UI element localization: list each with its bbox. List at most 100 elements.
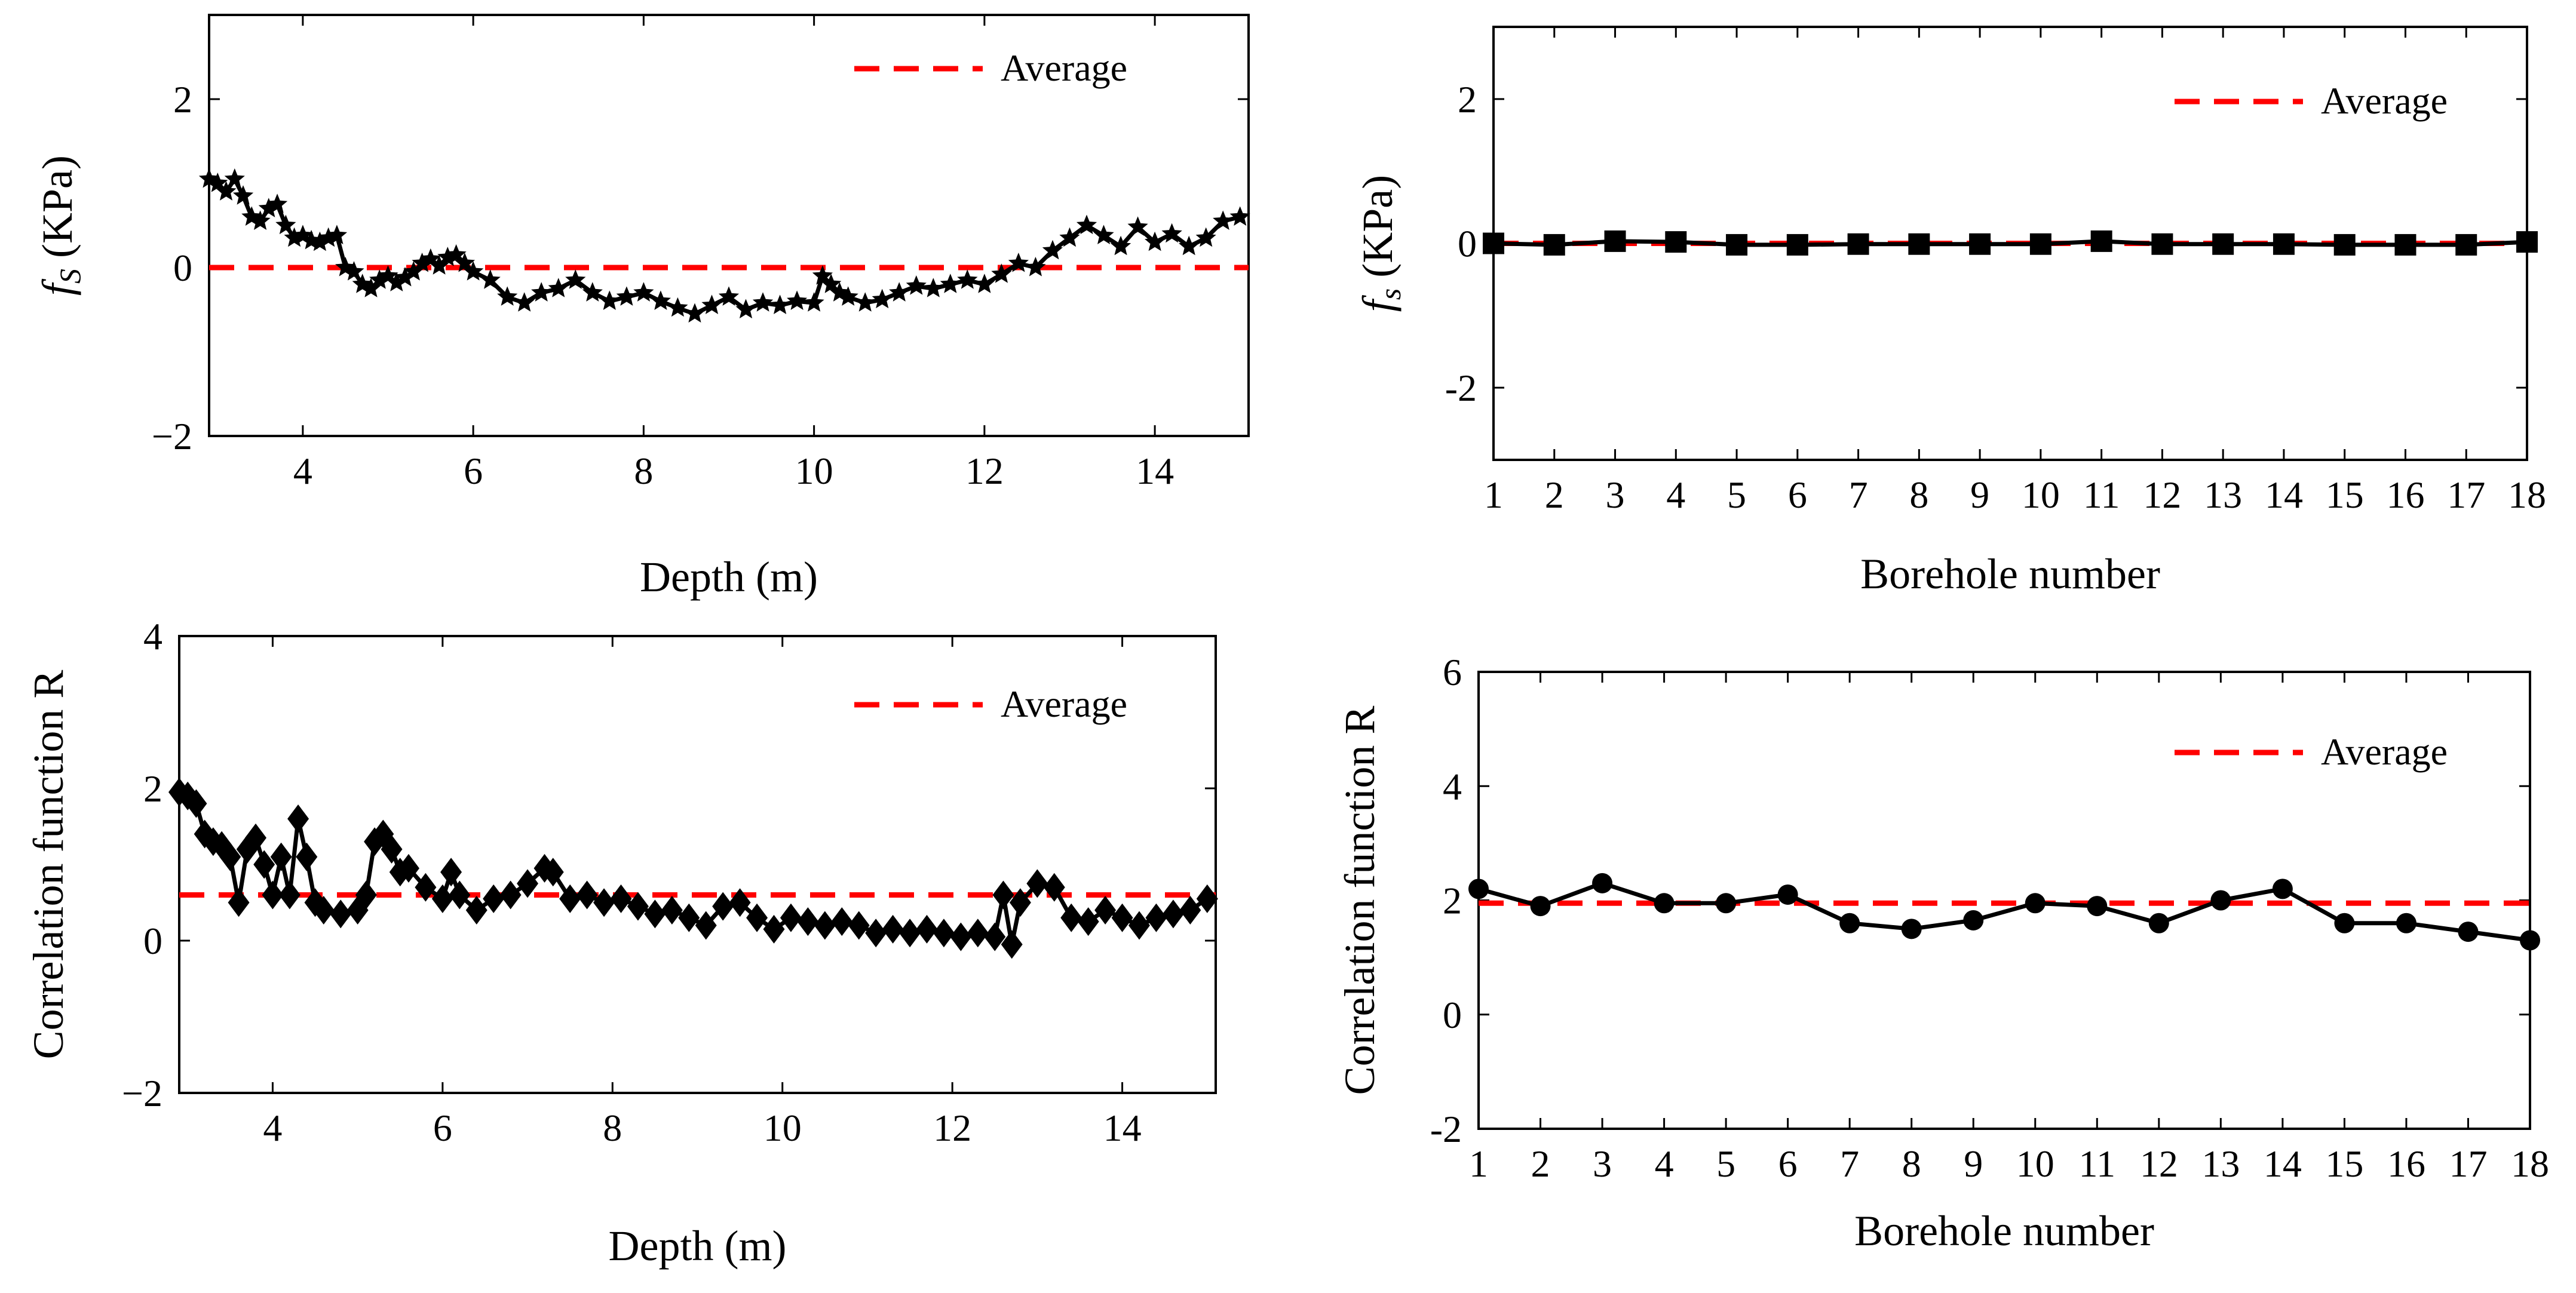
data-point [1009,888,1031,917]
x-tick-label: 1 [1484,474,1503,516]
x-tick-label: 18 [2508,474,2546,516]
panel-top-right: 1 2 3 4 5 6 7 8 9 10 11 12 13 14 15 16 17 18-202 AverageBo… [1354,26,2546,598]
x-tick-label: 11 [2083,474,2120,516]
data-point [1042,239,1063,260]
data-point [369,269,390,289]
data-point [1963,910,1984,930]
legend-label: Average [1001,683,1127,725]
data-point [253,850,275,879]
data-point [1026,869,1048,898]
data-point [185,789,207,818]
data-point [565,269,586,289]
data-point [250,210,271,230]
x-tick-label: 7 [1840,1142,1859,1185]
data-point [582,282,603,302]
x-tick-label: 8 [634,450,653,492]
data-point [397,853,419,883]
data-point [2334,913,2355,933]
data-point [831,907,853,936]
data-point [1196,884,1218,913]
data-point [967,919,989,948]
data-point [1076,214,1097,235]
data-point [701,294,722,314]
x-axis-label: Borehole number [1854,1207,2154,1255]
data-point [746,903,768,932]
data-point [514,292,535,312]
x-tick-label: 13 [2201,1142,2240,1185]
y-tick-label: 2 [1443,880,1462,922]
x-tick-label: 15 [2325,1142,2363,1185]
data-point [752,292,774,312]
data-point [287,804,309,833]
data-point [882,914,904,944]
data-point [355,880,377,910]
data-point [497,286,518,306]
y-axis-label: fs (KPa) [1354,175,1407,312]
series-line [1478,881,2531,942]
data-point [216,181,237,201]
data-point [991,263,1012,283]
x-tick-label: 17 [2447,474,2485,516]
data-point [2273,233,2295,255]
y-tick-label: 0 [1458,223,1477,265]
axes-frame [178,635,1217,1094]
x-tick-label: 15 [2326,474,2364,516]
data-point [542,858,564,887]
data-point [610,884,632,913]
data-point [650,290,671,310]
data-point [360,278,382,297]
x-tick-label: 2 [1531,1142,1550,1185]
data-point [627,892,649,921]
data-point [1716,893,1737,914]
data-point [224,168,245,188]
data-point [1213,210,1234,230]
data-point [1001,930,1023,959]
data-point [465,896,487,925]
data-point [889,282,910,302]
data-point [262,880,284,910]
data-point [278,880,300,910]
x-tick-label: 7 [1849,474,1868,516]
x-tick-label: 14 [1103,1107,1142,1149]
data-point [1777,884,1798,905]
x-tick-label: 9 [1964,1142,1983,1185]
data-point [787,290,808,310]
y-axis-label: Correlation function R [1336,706,1384,1095]
data-point [616,286,637,306]
data-point [1127,216,1148,236]
x-tick-label: 6 [1788,474,1807,516]
y-axis-label: Correlation function R [24,670,72,1059]
axes-frame [208,14,1250,437]
data-point [207,173,228,192]
legend: Average [854,47,1127,89]
data-point [1128,911,1151,940]
data-point [1786,234,1808,256]
data-point [2516,231,2538,253]
data-point [403,261,424,281]
y-tick-label: −2 [152,415,192,457]
data-point [1145,231,1166,251]
data-point [812,265,833,285]
x-tick-label: 14 [2265,474,2303,516]
data-point [559,884,581,913]
y-tick-label: -2 [1445,367,1477,409]
y-axis-label-unit: (KPa) [1354,175,1402,288]
data-point [1111,903,1133,932]
data-point [957,269,978,289]
x-tick-label: 10 [2022,474,2060,516]
data-point [517,869,539,898]
data-point [950,922,972,951]
data-point [275,214,296,235]
data-point [797,907,819,936]
y-tick-label: −2 [122,1072,162,1114]
data-point [933,919,955,948]
data-point [1901,919,1922,939]
y-tick-label: 2 [173,78,192,121]
data-point [684,303,706,323]
data-point [2333,234,2356,256]
y-tick-label: 0 [173,247,192,289]
data-point [309,231,330,251]
data-point [729,888,751,917]
data-point [1483,232,1504,254]
data-point [270,842,292,871]
